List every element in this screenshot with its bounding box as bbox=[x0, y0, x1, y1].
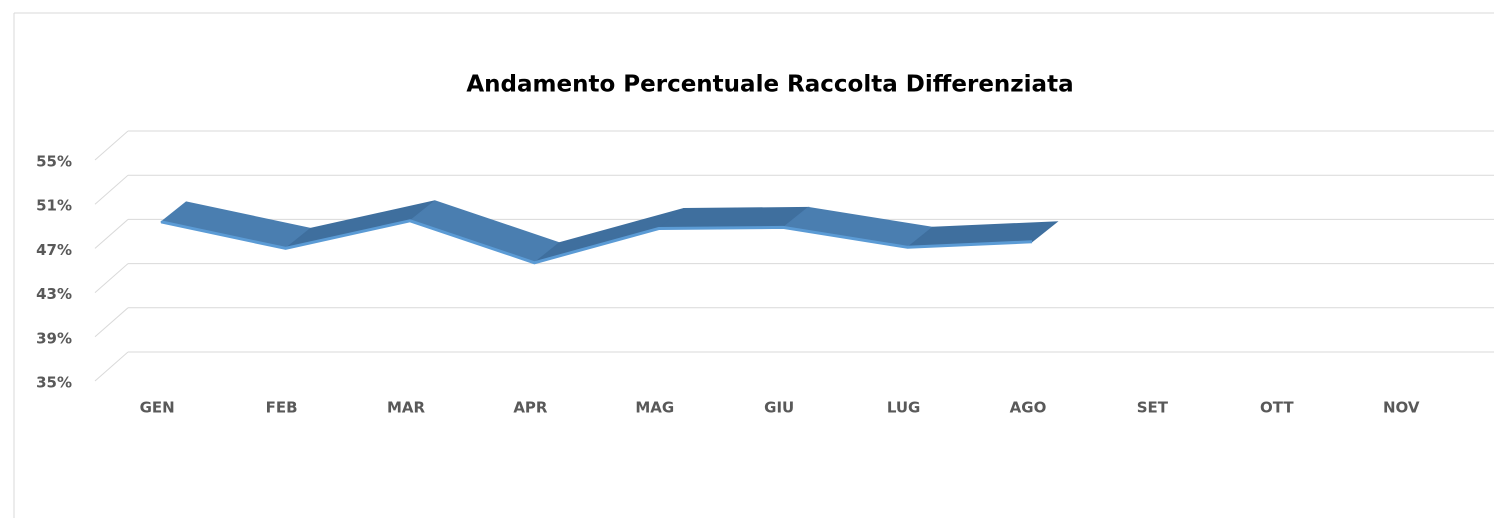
x-tick-label: MAR bbox=[387, 399, 426, 417]
grid-line bbox=[94, 307, 129, 338]
y-tick-label: 39% bbox=[36, 329, 72, 347]
x-tick-label: OTT bbox=[1260, 399, 1294, 417]
grid-line bbox=[94, 351, 129, 382]
y-tick-label: 35% bbox=[36, 374, 72, 392]
ribbon-face bbox=[285, 200, 436, 249]
x-tick-label: MAG bbox=[635, 399, 674, 417]
ribbon-face bbox=[408, 200, 561, 264]
ribbon-face bbox=[534, 208, 685, 264]
line-series bbox=[160, 219, 1033, 265]
grid-line bbox=[94, 219, 129, 249]
x-tick-label: FEB bbox=[266, 399, 298, 417]
ribbon-face bbox=[782, 206, 934, 248]
x-tick-label: APR bbox=[513, 399, 548, 417]
chart-title: Andamento Percentuale Raccolta Differenz… bbox=[466, 72, 1073, 98]
y-tick-label: 55% bbox=[36, 153, 72, 171]
grid-line bbox=[94, 263, 129, 293]
x-tick-label: LUG bbox=[887, 399, 921, 417]
y-tick-label: 51% bbox=[36, 197, 72, 215]
x-tick-label: GIU bbox=[764, 399, 794, 417]
x-tick-label: AGO bbox=[1010, 399, 1047, 417]
grid-line bbox=[94, 174, 129, 205]
x-tick-label: GEN bbox=[140, 399, 175, 417]
x-tick-label: SET bbox=[1137, 399, 1169, 417]
y-tick-label: 47% bbox=[36, 241, 72, 259]
x-tick-label: NOV bbox=[1383, 399, 1420, 417]
y-tick-label: 43% bbox=[36, 285, 72, 303]
grid-line bbox=[94, 130, 129, 161]
